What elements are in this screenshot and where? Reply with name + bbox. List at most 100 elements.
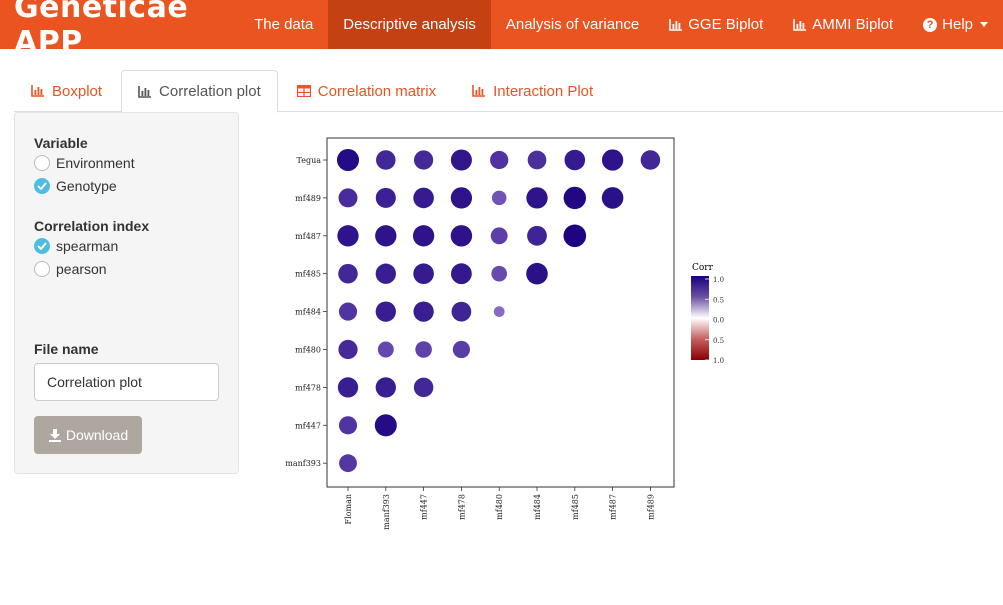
y-tick-label: manf393 xyxy=(285,459,321,468)
corr-point-mf487-manf393 xyxy=(375,225,397,247)
radio-pearson[interactable]: pearson xyxy=(34,261,107,277)
y-tick-label: mf487 xyxy=(295,232,321,241)
corr-point-mf480-mf447 xyxy=(415,341,432,358)
corr-point-mf489-Floman xyxy=(338,188,358,208)
x-tick-label: manf393 xyxy=(382,494,391,530)
bar-chart-icon xyxy=(669,18,683,31)
radio-environment-label: Environment xyxy=(56,155,135,171)
corr-point-Tegua-mf478 xyxy=(450,149,472,171)
radio-checked-icon[interactable] xyxy=(34,178,50,194)
radio-checked-icon[interactable] xyxy=(34,238,50,254)
corr-point-mf489-mf480 xyxy=(491,190,507,206)
nav-gge-biplot[interactable]: GGE Biplot xyxy=(654,0,778,49)
corr-point-Tegua-manf393 xyxy=(376,150,396,170)
bar-chart-icon xyxy=(31,85,45,97)
nav-ammi-biplot[interactable]: AMMI Biplot xyxy=(778,0,908,49)
radio-unchecked-icon[interactable] xyxy=(34,261,50,277)
x-tick-label: mf487 xyxy=(609,494,618,520)
y-tick-label: mf447 xyxy=(295,421,321,430)
nav-help-dropdown[interactable]: ? Help xyxy=(908,0,1003,49)
x-tick-label: mf447 xyxy=(420,494,429,520)
corr-point-manf393-Floman xyxy=(339,454,357,473)
corr-point-mf485-mf484 xyxy=(526,262,548,285)
corr-point-mf485-manf393 xyxy=(375,263,396,284)
y-tick-label: mf480 xyxy=(295,346,321,355)
corr-point-mf485-mf480 xyxy=(491,265,508,282)
corr-point-Tegua-mf480 xyxy=(490,150,509,170)
corr-point-mf489-mf478 xyxy=(450,187,473,209)
legend-title: Corr xyxy=(692,263,714,273)
corr-point-mf487-Floman xyxy=(337,225,359,247)
legend-tick-label: 1.0 xyxy=(713,357,724,365)
corr-point-Tegua-mf447 xyxy=(413,150,434,170)
corr-point-mf478-mf447 xyxy=(413,377,434,398)
file-name-label: File name xyxy=(34,341,99,357)
corr-point-mf487-mf480 xyxy=(490,227,508,245)
nav-analysis-of-variance[interactable]: Analysis of variance xyxy=(491,0,654,49)
corr-point-mf484-mf478 xyxy=(451,301,472,322)
tab-correlation-matrix[interactable]: Correlation matrix xyxy=(280,70,453,112)
corr-point-mf489-mf487 xyxy=(601,187,624,209)
y-tick-label: mf484 xyxy=(295,308,321,317)
corr-point-mf489-mf484 xyxy=(526,187,548,209)
radio-spearman[interactable]: spearman xyxy=(34,238,118,254)
radio-genotype[interactable]: Genotype xyxy=(34,178,117,194)
corr-point-mf489-mf485 xyxy=(563,186,587,210)
corr-point-mf484-mf447 xyxy=(413,301,434,322)
tab-boxplot-label: Boxplot xyxy=(52,82,103,100)
tab-interaction-plot[interactable]: Interaction Plot xyxy=(455,70,610,112)
download-button-label: Download xyxy=(65,427,129,443)
corr-point-mf480-manf393 xyxy=(377,341,394,358)
tab-correlation-plot[interactable]: Correlation plot xyxy=(121,70,278,113)
navbar: Geneticae APP The data Descriptive analy… xyxy=(0,0,1003,60)
corr-point-Tegua-mf487 xyxy=(601,149,624,171)
corr-point-mf447-Floman xyxy=(338,416,358,435)
x-tick-label: mf478 xyxy=(457,494,466,520)
nav-gge-biplot-label: GGE Biplot xyxy=(688,16,764,33)
corr-point-Tegua-mf485 xyxy=(564,149,586,171)
corr-point-mf447-manf393 xyxy=(374,414,397,437)
radio-unchecked-icon[interactable] xyxy=(34,155,50,171)
corr-point-mf484-manf393 xyxy=(375,301,396,322)
nav-descriptive-analysis[interactable]: Descriptive analysis xyxy=(328,0,491,49)
radio-spearman-label: spearman xyxy=(56,238,119,254)
legend-tick-label: 0.5 xyxy=(713,296,724,304)
y-tick-label: mf485 xyxy=(295,270,321,279)
sidebar-panel: Variable Environment Genotype Correlatio… xyxy=(14,112,239,474)
nav-analysis-of-variance-label: Analysis of variance xyxy=(505,16,640,33)
bar-chart-icon xyxy=(138,85,152,98)
corr-point-mf478-manf393 xyxy=(375,377,396,398)
corr-point-mf485-mf478 xyxy=(450,263,472,285)
variable-label: Variable xyxy=(34,135,88,151)
plot-panel-border xyxy=(326,137,675,488)
x-tick-label: mf489 xyxy=(646,494,655,520)
x-tick-label: Floman xyxy=(344,494,353,524)
nav-descriptive-analysis-label: Descriptive analysis xyxy=(343,16,476,33)
tab-correlation-plot-label: Correlation plot xyxy=(159,83,261,100)
bar-chart-icon xyxy=(793,18,807,31)
legend-tick-label: 0.5 xyxy=(713,337,724,345)
correlation-index-label: Correlation index xyxy=(34,218,150,234)
y-tick-label: Tegua xyxy=(297,156,322,165)
question-circle-icon: ? xyxy=(923,17,938,32)
nav-the-data-label: The data xyxy=(254,16,314,33)
corr-point-mf487-mf484 xyxy=(527,225,547,246)
corr-point-mf480-Floman xyxy=(338,339,358,360)
y-tick-label: mf478 xyxy=(295,383,321,392)
app-brand[interactable]: Geneticae APP xyxy=(14,0,189,60)
analysis-tabs: Boxplot Correlation plot Correlation mat… xyxy=(14,70,1003,113)
corr-point-mf480-mf478 xyxy=(452,340,471,359)
download-icon xyxy=(48,428,62,442)
radio-environment[interactable]: Environment xyxy=(34,155,135,171)
radio-genotype-label: Genotype xyxy=(56,178,117,194)
nav-the-data[interactable]: The data xyxy=(239,0,328,49)
corr-point-Tegua-Floman xyxy=(336,148,360,172)
corr-point-mf485-mf447 xyxy=(413,263,434,284)
file-name-input[interactable] xyxy=(34,363,219,401)
tab-boxplot[interactable]: Boxplot xyxy=(14,70,119,112)
y-tick-label: mf489 xyxy=(295,194,321,203)
download-button[interactable]: Download xyxy=(34,416,142,454)
corr-point-mf484-Floman xyxy=(338,302,358,321)
corr-point-mf484-mf480 xyxy=(493,306,505,317)
